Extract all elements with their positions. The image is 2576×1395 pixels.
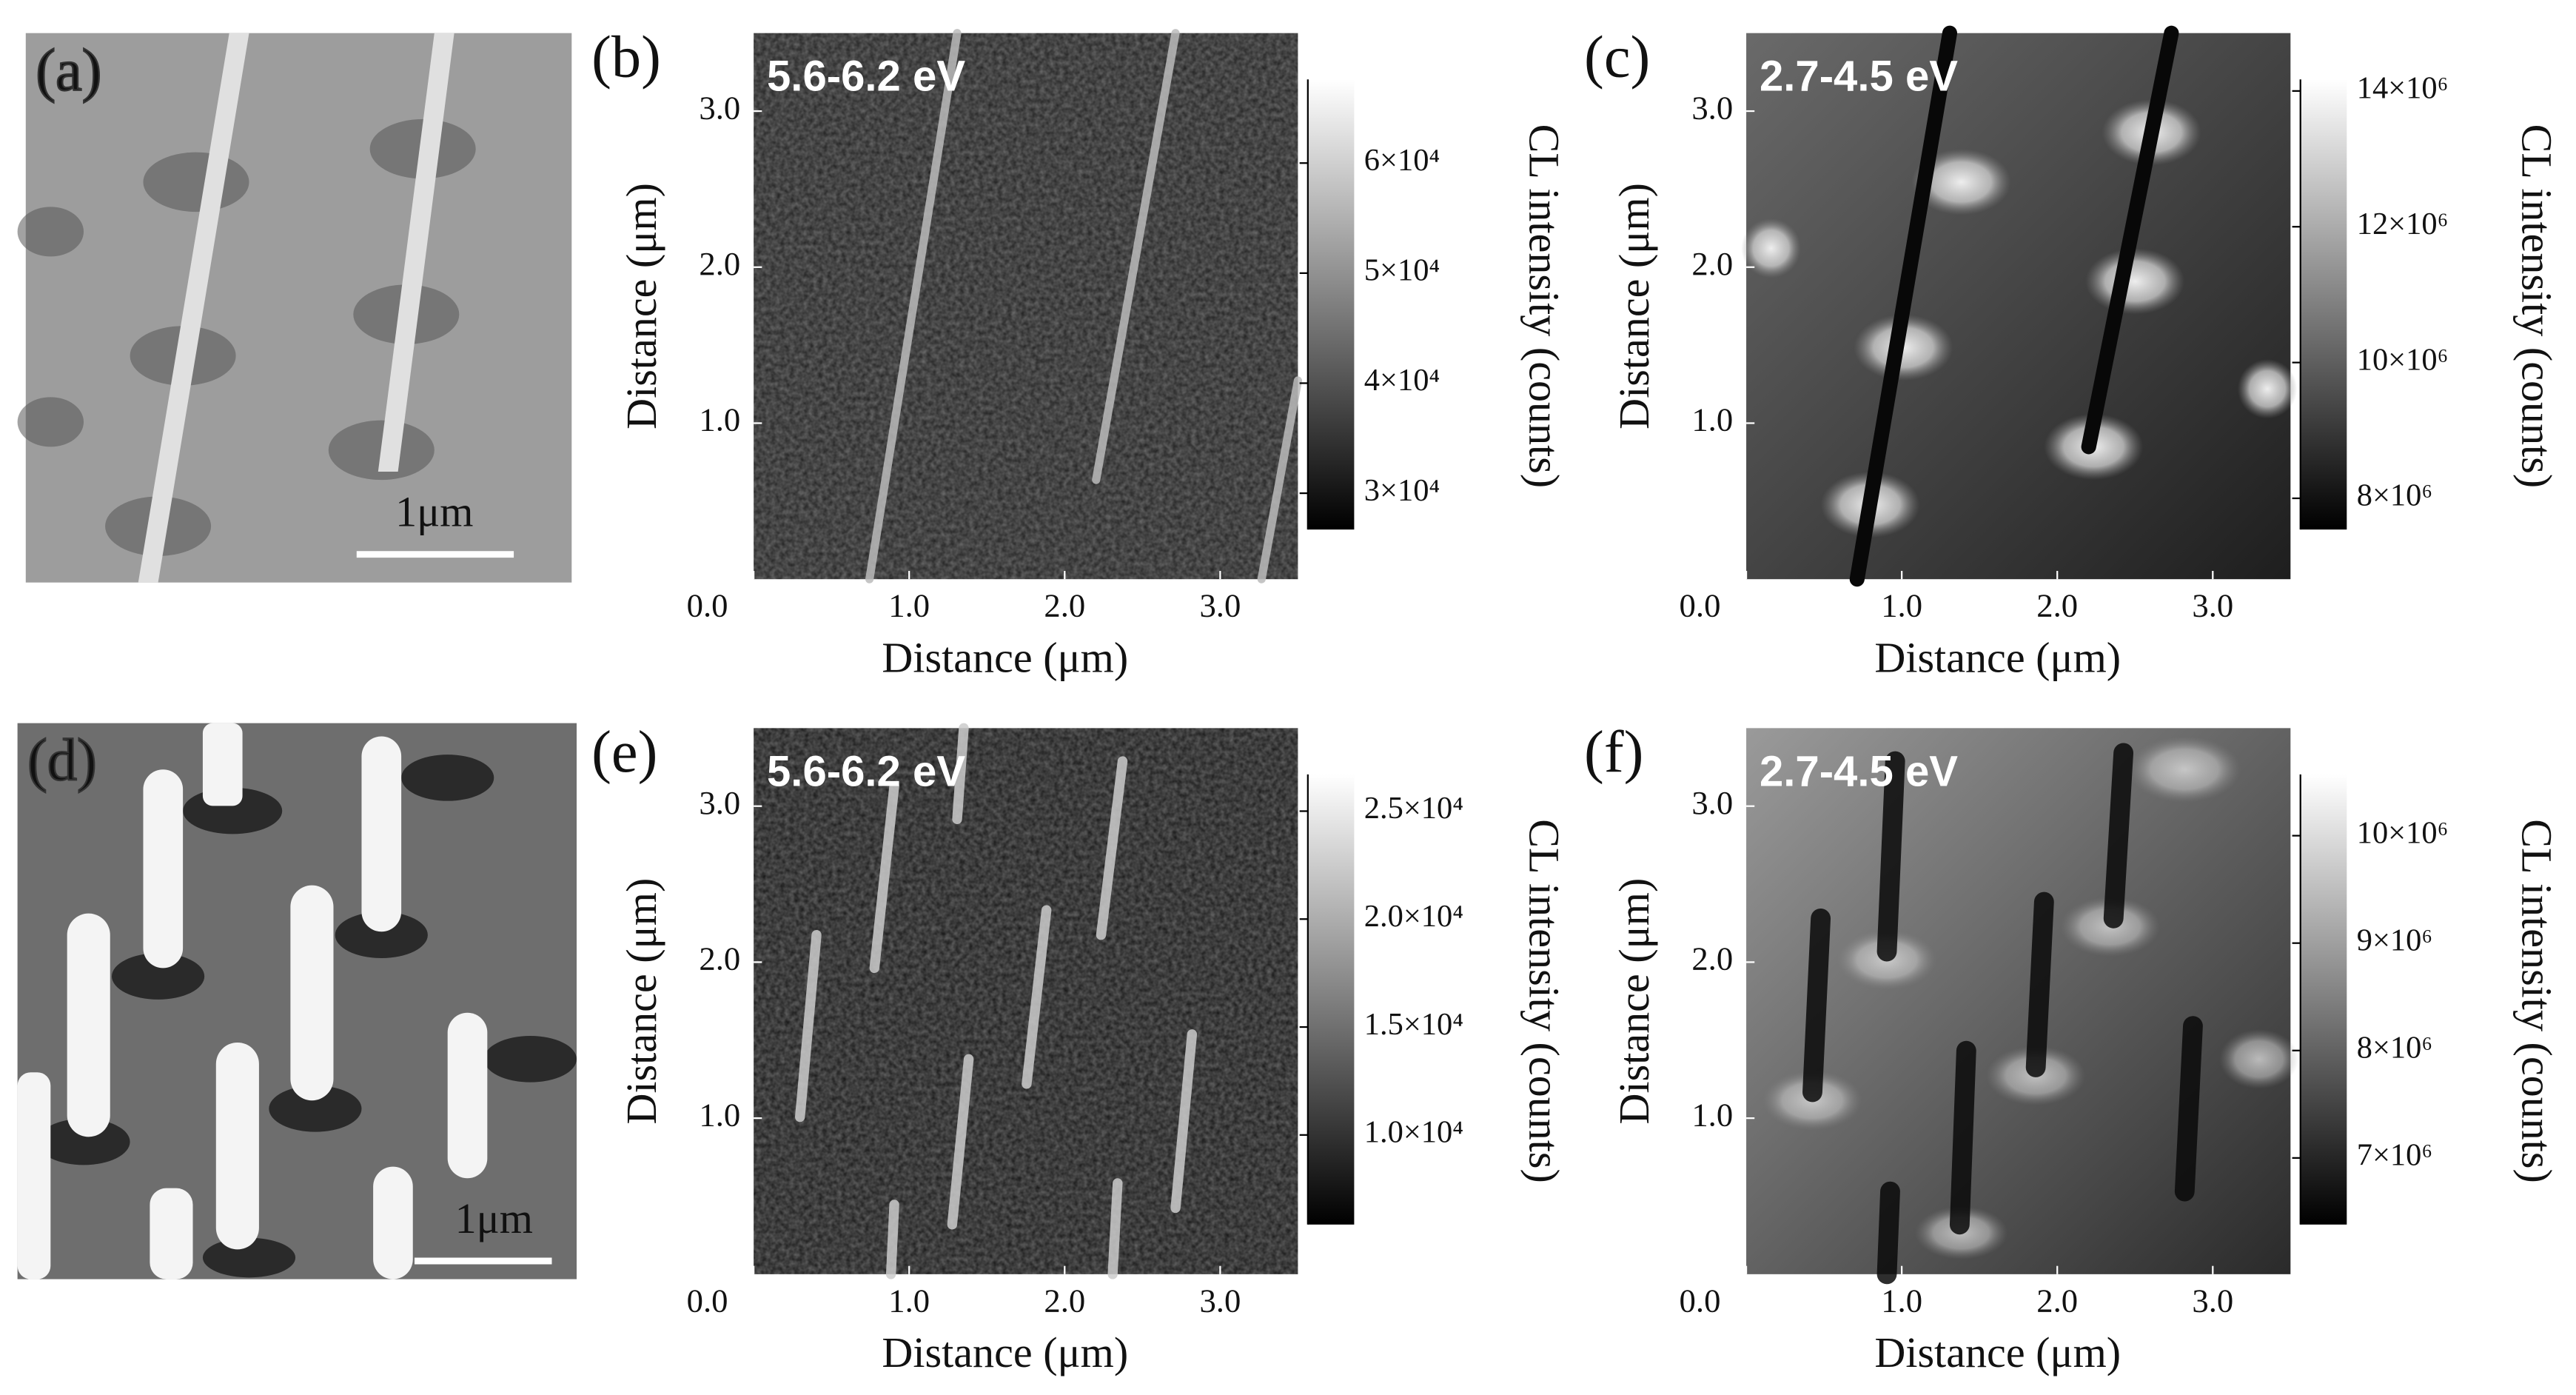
panel-label: (d) bbox=[27, 727, 97, 793]
colorbar-label: CL intensity (counts) bbox=[1520, 124, 1568, 489]
colorbar-tick-label: 14×10⁶ bbox=[2357, 71, 2449, 106]
x-tick-label: 3.0 bbox=[2192, 1282, 2233, 1319]
panel-label: (c) bbox=[1584, 24, 1650, 90]
colorbar-tick-label: 2.5×10⁴ bbox=[1364, 791, 1463, 826]
y-tick-label: 1.0 bbox=[699, 1096, 740, 1133]
x-tick-label: 0.0 bbox=[1680, 1282, 1721, 1319]
energy-label: 2.7-4.5 eV bbox=[1760, 53, 1958, 101]
colorbar-tick-label: 8×10⁶ bbox=[2357, 478, 2432, 513]
y-tick-label: 2.0 bbox=[1691, 245, 1733, 282]
x-tick-label: 3.0 bbox=[1199, 1282, 1241, 1319]
panel-label: (b) bbox=[591, 24, 661, 90]
x-tick-label: 2.0 bbox=[1044, 1282, 1085, 1319]
cl-map-b bbox=[754, 29, 1302, 583]
x-tick-label: 1.0 bbox=[888, 587, 930, 624]
x-axis-label: Distance (μm) bbox=[1874, 1328, 2121, 1376]
y-axis-label: Distance (μm) bbox=[617, 183, 665, 429]
cl-map-c bbox=[1741, 25, 2298, 587]
colorbar-tick-label: 7×10⁶ bbox=[2357, 1138, 2432, 1173]
y-axis-label: Distance (μm) bbox=[617, 878, 665, 1125]
y-tick-label: 1.0 bbox=[699, 401, 740, 438]
y-tick-label: 1.0 bbox=[1691, 1096, 1733, 1133]
colorbar-tick-label: 4×10⁴ bbox=[1364, 363, 1440, 398]
x-tick-label: 0.0 bbox=[687, 587, 728, 624]
colorbar-tick-label: 10×10⁶ bbox=[2357, 815, 2449, 850]
y-tick-label: 3.0 bbox=[699, 784, 740, 821]
energy-label: 5.6-6.2 eV bbox=[767, 53, 965, 101]
colorbar-tick-label: 1.0×10⁴ bbox=[1364, 1115, 1463, 1150]
colorbar-label: CL intensity (counts) bbox=[1520, 819, 1568, 1183]
scale-bar-label: 1μm bbox=[395, 488, 473, 536]
x-tick-label: 0.0 bbox=[1680, 587, 1721, 624]
cl-map-e bbox=[754, 723, 1298, 1279]
x-tick-label: 3.0 bbox=[1199, 587, 1241, 624]
colorbar-tick-label: 12×10⁶ bbox=[2357, 207, 2449, 241]
colorbar-tick-label: 8×10⁶ bbox=[2357, 1031, 2432, 1066]
y-tick-label: 3.0 bbox=[699, 89, 740, 126]
x-tick-label: 1.0 bbox=[888, 1282, 930, 1319]
colorbar-tick-label: 9×10⁶ bbox=[2357, 923, 2432, 957]
x-axis-label: Distance (μm) bbox=[882, 1328, 1128, 1376]
y-tick-label: 2.0 bbox=[699, 245, 740, 282]
colorbar-tick-label: 10×10⁶ bbox=[2357, 342, 2449, 377]
colorbar bbox=[1307, 774, 1355, 1225]
sem-image-a bbox=[17, 33, 572, 583]
colorbar-tick-label: 3×10⁴ bbox=[1364, 473, 1440, 508]
y-tick-label: 3.0 bbox=[1691, 89, 1733, 126]
x-tick-label: 2.0 bbox=[1044, 587, 1085, 624]
y-axis-label: Distance (μm) bbox=[1610, 878, 1658, 1125]
colorbar bbox=[2300, 79, 2347, 530]
x-tick-label: 1.0 bbox=[1881, 1282, 1922, 1319]
panel-label: (e) bbox=[591, 719, 657, 785]
x-axis-label: Distance (μm) bbox=[1874, 633, 2121, 681]
scale-bar-label: 1μm bbox=[455, 1194, 533, 1242]
y-tick-label: 1.0 bbox=[1691, 401, 1733, 438]
colorbar-tick-label: 2.0×10⁴ bbox=[1364, 899, 1463, 934]
x-axis-label: Distance (μm) bbox=[882, 633, 1128, 681]
panel-label: (f) bbox=[1584, 719, 1643, 785]
x-tick-label: 2.0 bbox=[2036, 587, 2078, 624]
x-tick-label: 1.0 bbox=[1881, 587, 1922, 624]
colorbar-tick-label: 5×10⁴ bbox=[1364, 253, 1440, 288]
colorbar-tick-label: 1.5×10⁴ bbox=[1364, 1007, 1463, 1042]
y-axis-label: Distance (μm) bbox=[1610, 183, 1658, 429]
colorbar bbox=[2300, 774, 2347, 1225]
sem-image-d bbox=[17, 723, 577, 1279]
colorbar-tick-label: 6×10⁴ bbox=[1364, 143, 1440, 178]
cl-map-f bbox=[1746, 728, 2299, 1285]
x-tick-label: 3.0 bbox=[2192, 587, 2233, 624]
y-tick-label: 3.0 bbox=[1691, 784, 1733, 821]
y-tick-label: 2.0 bbox=[1691, 940, 1733, 977]
panel-label: (a) bbox=[36, 37, 101, 103]
x-tick-label: 2.0 bbox=[2036, 1282, 2078, 1319]
y-tick-label: 2.0 bbox=[699, 940, 740, 977]
energy-label: 2.7-4.5 eV bbox=[1760, 747, 1958, 795]
colorbar bbox=[1307, 79, 1355, 530]
x-tick-label: 0.0 bbox=[687, 1282, 728, 1319]
colorbar-label: CL intensity (counts) bbox=[2512, 124, 2560, 489]
energy-label: 5.6-6.2 eV bbox=[767, 747, 965, 795]
colorbar-label: CL intensity (counts) bbox=[2512, 819, 2560, 1183]
